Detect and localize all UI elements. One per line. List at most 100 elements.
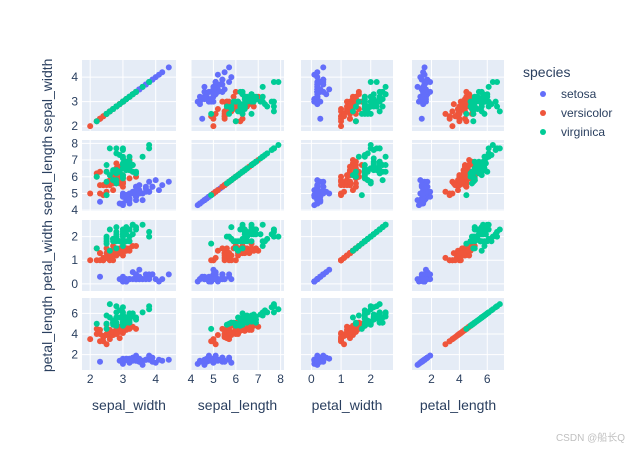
data-point-virginica bbox=[376, 108, 383, 115]
data-point-setosa bbox=[159, 276, 166, 283]
data-point-setosa bbox=[320, 79, 327, 86]
panel-petal_length-vs-petal_length: 2 4 6 bbox=[412, 298, 504, 386]
data-point-virginica bbox=[119, 165, 126, 172]
panel-petal_width-vs-petal_width bbox=[301, 220, 393, 291]
data-point-virginica bbox=[275, 79, 282, 86]
data-point-versicolor bbox=[87, 257, 94, 264]
data-point-setosa bbox=[126, 197, 133, 204]
data-point-virginica bbox=[248, 91, 255, 98]
legend-title: species bbox=[523, 64, 570, 80]
data-point-setosa bbox=[136, 182, 143, 189]
data-point-virginica bbox=[237, 226, 244, 233]
data-point-versicolor bbox=[116, 335, 123, 342]
data-point-setosa bbox=[427, 188, 434, 195]
legend-item-setosa: setosa bbox=[540, 87, 597, 101]
legend-item-virginica: virginica bbox=[540, 125, 605, 139]
y-axis-title-sepal_width: sepal_width bbox=[39, 59, 55, 133]
panel-sepal_width-vs-petal_length bbox=[412, 60, 504, 131]
panel-petal_width-vs-sepal_length bbox=[190, 220, 284, 291]
data-point-virginica bbox=[103, 168, 110, 175]
data-point-versicolor bbox=[338, 334, 345, 341]
y-axis-title-petal_width: petal_width bbox=[39, 220, 55, 291]
data-point-virginica bbox=[349, 247, 356, 254]
data-point-setosa bbox=[159, 182, 166, 189]
y-tick-label: 4 bbox=[71, 327, 78, 341]
data-point-setosa bbox=[201, 93, 208, 100]
data-point-virginica bbox=[230, 98, 237, 105]
legend-marker-setosa bbox=[540, 91, 546, 97]
data-point-virginica bbox=[463, 325, 470, 332]
data-point-virginica bbox=[259, 238, 266, 245]
data-point-versicolor bbox=[232, 88, 239, 95]
data-point-virginica bbox=[382, 221, 389, 228]
data-point-versicolor bbox=[97, 326, 104, 333]
panel-sepal_width-vs-sepal_width: 2 3 4 bbox=[71, 60, 176, 133]
data-point-virginica bbox=[364, 105, 371, 112]
data-point-setosa bbox=[226, 273, 233, 280]
data-point-setosa bbox=[424, 178, 431, 185]
data-point-virginica bbox=[382, 91, 389, 98]
panel-petal_length-vs-sepal_length: 4 5 6 7 8 bbox=[188, 298, 284, 386]
data-point-setosa bbox=[320, 64, 327, 71]
data-point-virginica bbox=[230, 238, 237, 245]
data-point-versicolor bbox=[248, 323, 255, 330]
data-point-virginica bbox=[103, 178, 110, 185]
data-point-virginica bbox=[103, 325, 110, 332]
data-point-virginica bbox=[133, 170, 140, 177]
data-point-virginica bbox=[126, 153, 133, 160]
data-point-setosa bbox=[221, 69, 228, 76]
data-point-versicolor bbox=[223, 245, 230, 252]
data-point-virginica bbox=[463, 110, 470, 117]
data-point-versicolor bbox=[97, 338, 104, 345]
data-point-versicolor bbox=[446, 115, 453, 122]
data-point-setosa bbox=[196, 98, 203, 105]
data-point-setosa bbox=[317, 86, 324, 93]
data-point-setosa bbox=[165, 271, 172, 278]
data-point-setosa bbox=[201, 83, 208, 90]
data-point-virginica bbox=[379, 177, 386, 184]
panel-sepal_length-vs-petal_width bbox=[301, 140, 393, 211]
data-point-setosa bbox=[196, 200, 203, 207]
y-tick-label: 0 bbox=[71, 277, 78, 291]
data-point-versicolor bbox=[452, 182, 459, 189]
data-point-setosa bbox=[142, 276, 149, 283]
data-point-versicolor bbox=[352, 162, 359, 169]
data-point-virginica bbox=[349, 172, 356, 179]
data-point-versicolor bbox=[133, 325, 140, 332]
data-point-setosa bbox=[420, 190, 427, 197]
data-point-versicolor bbox=[113, 250, 120, 257]
data-point-virginica bbox=[482, 226, 489, 233]
data-point-virginica bbox=[119, 175, 126, 182]
data-point-virginica bbox=[237, 170, 244, 177]
data-point-virginica bbox=[248, 318, 255, 325]
data-point-versicolor bbox=[442, 341, 449, 348]
data-point-versicolor bbox=[338, 123, 345, 130]
data-point-virginica bbox=[367, 79, 374, 86]
data-point-virginica bbox=[259, 312, 266, 319]
data-point-virginica bbox=[478, 247, 485, 254]
data-point-setosa bbox=[314, 357, 321, 364]
data-point-versicolor bbox=[449, 108, 456, 115]
data-point-virginica bbox=[370, 158, 377, 165]
data-point-virginica bbox=[471, 245, 478, 252]
data-point-setosa bbox=[146, 271, 153, 278]
y-tick-label: 5 bbox=[71, 186, 78, 200]
data-point-virginica bbox=[478, 108, 485, 115]
data-point-virginica bbox=[355, 98, 362, 105]
data-point-virginica bbox=[110, 235, 117, 242]
data-point-setosa bbox=[217, 81, 224, 88]
data-point-setosa bbox=[142, 356, 149, 363]
x-tick-label: 4 bbox=[456, 372, 463, 386]
data-point-virginica bbox=[113, 245, 120, 252]
data-point-virginica bbox=[485, 83, 492, 90]
data-point-versicolor bbox=[239, 115, 246, 122]
data-point-setosa bbox=[317, 98, 324, 105]
y-tick-label: 3 bbox=[71, 95, 78, 109]
data-point-virginica bbox=[376, 311, 383, 318]
data-point-virginica bbox=[480, 221, 487, 228]
data-point-versicolor bbox=[355, 88, 362, 95]
data-point-setosa bbox=[196, 93, 203, 100]
panel-petal_length-vs-sepal_width: 2 4 6 2 3 4 bbox=[71, 298, 176, 386]
data-point-virginica bbox=[367, 165, 374, 172]
data-point-virginica bbox=[208, 110, 215, 117]
